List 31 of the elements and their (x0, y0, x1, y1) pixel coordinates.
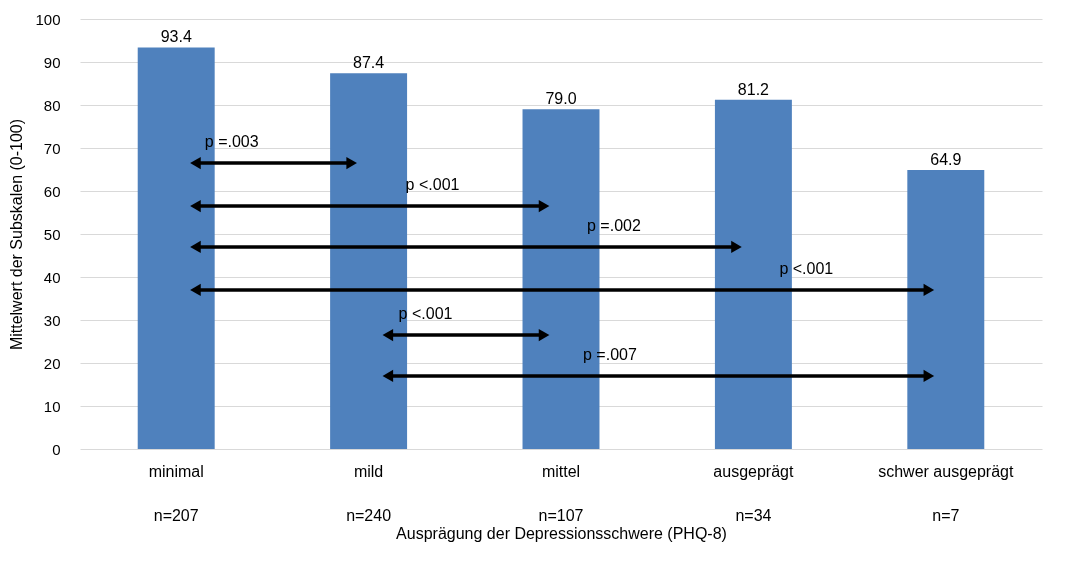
bar (137, 47, 215, 449)
y-tick-label: 90 (43, 53, 61, 71)
data-label: 81.2 (737, 80, 770, 98)
annotation: p =.002 (587, 217, 641, 234)
data-label: 93.4 (160, 28, 192, 46)
bar (330, 73, 408, 449)
annotation: p =.003 (204, 133, 259, 151)
y-tick-label: 20 (43, 354, 61, 372)
annotation: p <.001 (779, 260, 834, 277)
y-tick-label: 80 (43, 96, 61, 114)
y-tick-label: 10 (43, 397, 61, 415)
y-tick-label: 100 (35, 10, 61, 28)
bar (714, 99, 792, 449)
category-label: ausgeprägt n=34 (713, 462, 794, 524)
data-label: 64.9 (930, 150, 962, 168)
category-label: mild n=240 (346, 462, 392, 524)
data-label: 87.4 (353, 54, 385, 72)
category-label: schwer ausgeprägt n=7 (878, 462, 1014, 524)
y-tick-label: 60 (43, 182, 61, 200)
y-tick-label: 30 (43, 311, 61, 329)
y-axis-title: Mittelwert der Subskalen (0-100) (8, 118, 26, 351)
y-tick-label: 40 (43, 268, 61, 286)
bar (907, 169, 985, 449)
annotation: p <.001 (398, 305, 453, 323)
data-label: 79.0 (545, 90, 577, 108)
category-label: mittel n=107 (538, 462, 584, 524)
y-tick-label: 50 (43, 225, 61, 243)
category-label: minimal n=207 (148, 462, 204, 524)
x-axis-title: Ausprägung der Depressionsschwere (PHQ-8) (396, 524, 727, 542)
y-tick-label: 70 (43, 139, 61, 157)
y-tick-label: 0 (52, 440, 61, 458)
